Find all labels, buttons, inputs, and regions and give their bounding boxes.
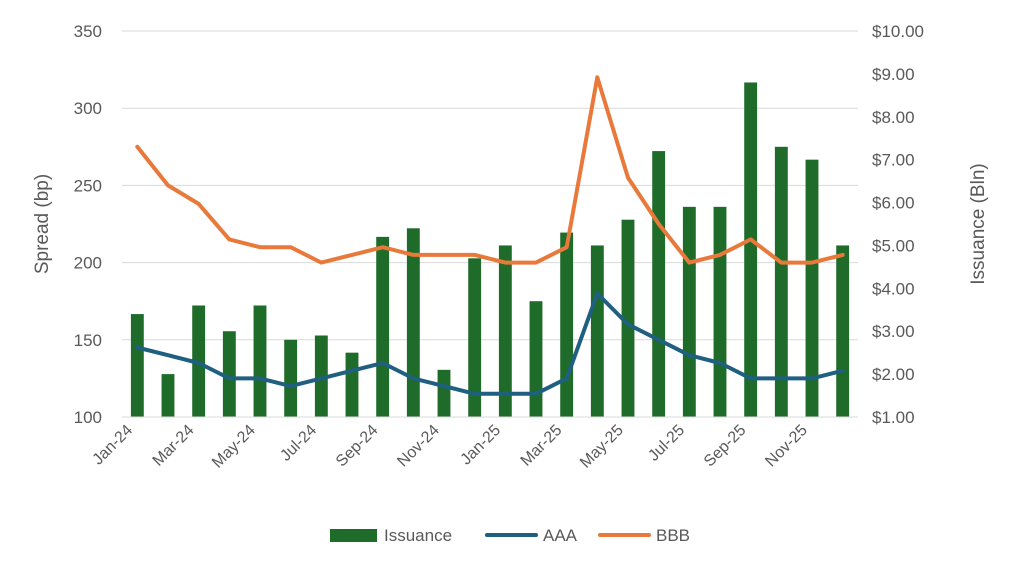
issuance-bar (621, 219, 635, 417)
x-tick-label: May-25 (577, 422, 627, 472)
x-tick-label: Jul-24 (277, 422, 320, 465)
issuance-bar (222, 331, 236, 417)
y-tick-label: 100 (74, 408, 102, 427)
issuance-bars (130, 82, 850, 418)
y-tick-label: 200 (74, 254, 102, 273)
issuance-bar (253, 305, 267, 417)
x-tick-label: Jan-25 (458, 422, 505, 469)
x-tick-label: Jan-24 (90, 422, 137, 469)
legend: Issuance AAA BBB (330, 526, 690, 545)
x-tick-label: Mar-25 (518, 422, 566, 470)
y2-tick-label: $8.00 (872, 108, 915, 127)
issuance-bar (836, 245, 850, 417)
issuance-bar (682, 206, 696, 417)
gridlines (122, 30, 858, 341)
y-tick-label: 250 (74, 176, 102, 195)
y-axis-label: Spread (bp) (32, 174, 53, 274)
issuance-bar (376, 236, 390, 417)
y2-tick-label: $7.00 (872, 151, 915, 170)
issuance-bar (590, 245, 604, 417)
y2-tick-label: $6.00 (872, 194, 915, 213)
issuance-bar (529, 301, 543, 417)
y2-tick-label: $2.00 (872, 365, 915, 384)
issuance-bar (284, 339, 298, 417)
x-tick-label: Sep-24 (333, 422, 382, 471)
legend-label-aaa: AAA (543, 526, 578, 545)
issuance-bar (161, 374, 175, 417)
y2-tick-label: $4.00 (872, 279, 915, 298)
y2-tick-label: $1.00 (872, 408, 915, 427)
x-tick-label: Sep-25 (701, 422, 750, 471)
issuance-bar (468, 258, 482, 417)
y-tick-label: 350 (74, 22, 102, 41)
legend-label-bbb: BBB (656, 526, 690, 545)
legend-label-issuance: Issuance (384, 526, 452, 545)
x-tick-label: Nov-24 (394, 422, 443, 471)
x-tick-label: Jul-25 (645, 422, 688, 465)
issuance-bar (774, 146, 788, 418)
series-line-bbb (135, 75, 845, 265)
y-tick-label: 300 (74, 99, 102, 118)
y2-tick-label: $5.00 (872, 236, 915, 255)
y2-axis-label: Issuance (Bln) (968, 163, 989, 284)
series-line-aaa (135, 291, 845, 396)
issuance-bar (805, 159, 819, 417)
issuance-bar (652, 151, 666, 418)
spread-lines (135, 75, 845, 396)
issuance-bar (437, 369, 451, 417)
x-tick-label: Mar-24 (150, 422, 198, 470)
issuance-bar (498, 245, 512, 417)
issuance-bar (406, 228, 420, 417)
y2-tick-label: $9.00 (872, 65, 915, 84)
issuance-bar (345, 352, 359, 417)
y2-tick-label: $3.00 (872, 322, 915, 341)
y-tick-label: 150 (74, 331, 102, 350)
x-tick-label: May-24 (209, 422, 259, 472)
issuance-bar (560, 232, 574, 417)
y2-tick-label: $10.00 (872, 22, 924, 41)
issuance-bar (744, 82, 758, 417)
issuance-bar (314, 335, 328, 417)
issuance-bar (713, 206, 727, 417)
x-tick-label: Nov-25 (762, 422, 811, 471)
legend-swatch-issuance (330, 529, 377, 542)
issuance-bar (130, 314, 144, 417)
